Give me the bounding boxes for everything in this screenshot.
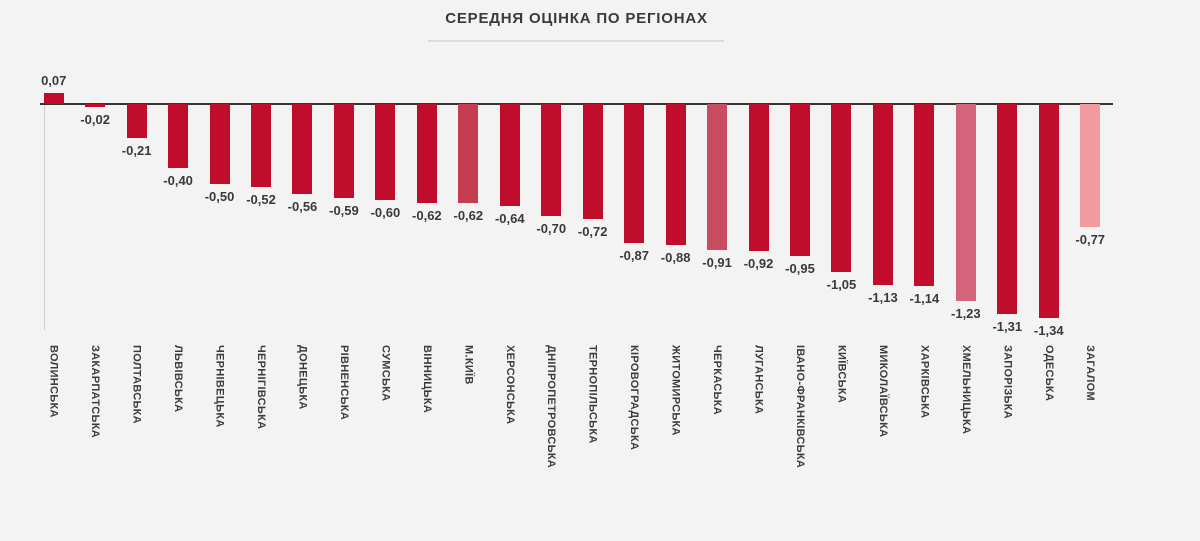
bar-value-label: -0,21 xyxy=(121,143,152,158)
bar xyxy=(43,93,64,104)
category-label: ХАРКІВСЬКА xyxy=(918,345,931,419)
bar xyxy=(665,104,686,245)
category-label: ХЕРСОНСЬКА xyxy=(503,345,516,425)
bar xyxy=(1038,104,1059,318)
bar-value-label: -0,88 xyxy=(660,250,691,265)
bar-value-label: -1,13 xyxy=(868,290,898,305)
category-label: ВІННИЦЬКА xyxy=(420,345,433,414)
bar xyxy=(707,104,728,250)
category-label: СУМСЬКА xyxy=(379,345,392,402)
bar xyxy=(251,104,272,187)
bar xyxy=(541,104,562,216)
bar xyxy=(624,104,645,243)
bar xyxy=(582,104,603,219)
chart-title: СЕРЕДНЯ ОЦІНКА ПО РЕГІОНАХ xyxy=(445,10,708,27)
bar xyxy=(333,104,354,198)
bar-value-label: -0,72 xyxy=(577,224,608,239)
bar xyxy=(1080,104,1101,227)
bar-value-label: -0,62 xyxy=(412,208,442,223)
category-label: ДНІПРОПЕТРОВСЬКА xyxy=(545,345,558,469)
bar xyxy=(168,104,189,168)
bar-value-label: -1,05 xyxy=(826,277,857,292)
bar xyxy=(85,104,106,107)
bar xyxy=(126,104,147,138)
bar xyxy=(831,104,852,272)
bar xyxy=(748,104,769,251)
bar xyxy=(789,104,810,256)
bar-value-label: -0,70 xyxy=(536,221,567,236)
bar-value-label: -1,31 xyxy=(992,319,1023,334)
bar-value-label: -1,14 xyxy=(909,291,940,306)
category-label: ЖИТОМИРСЬКА xyxy=(669,345,682,436)
bar xyxy=(997,104,1018,314)
category-label: ДОНЕЦЬКА xyxy=(296,345,309,410)
bar-value-label: -0,87 xyxy=(619,248,649,263)
bar-value-label: -0,64 xyxy=(494,211,525,226)
category-label: ІВАНО-ФРАНКІВСЬКА xyxy=(793,345,806,469)
bar-value-label: -1,34 xyxy=(1033,323,1064,338)
category-label: ВОЛИНСЬКА xyxy=(47,345,60,418)
category-label: ЛУГАНСЬКА xyxy=(752,345,765,415)
bar-value-label: 0,07 xyxy=(41,73,67,88)
category-label: ТЕРНОПІЛЬСЬКА xyxy=(586,345,599,444)
category-label: МИКОЛАЇВСЬКА xyxy=(876,345,889,438)
bar-value-label: -0,77 xyxy=(1075,232,1106,247)
bar-value-label: -0,40 xyxy=(163,173,193,188)
category-label: ОДЕСЬКА xyxy=(1042,345,1055,402)
category-label: ПОЛТАВСЬКА xyxy=(130,345,143,424)
bar-value-label: -0,95 xyxy=(785,261,815,276)
bar xyxy=(209,104,230,184)
category-label: ЧЕРНІВЕЦЬКА xyxy=(213,345,226,428)
category-label: ЗАГАЛОМ xyxy=(1084,345,1097,401)
bar-value-label: -0,52 xyxy=(246,192,276,207)
category-label: ЧЕРНІГІВСЬКА xyxy=(255,345,268,430)
bar-value-label: -0,60 xyxy=(370,205,401,220)
bar-value-label: -0,62 xyxy=(453,208,484,223)
bar xyxy=(872,104,893,285)
bar xyxy=(375,104,396,200)
title-underline xyxy=(428,40,724,42)
category-label: ЛЬВІВСЬКА xyxy=(172,345,185,413)
bar-value-label: -0,50 xyxy=(204,189,235,204)
category-label: РІВНЕНСЬКА xyxy=(337,345,350,421)
category-label: КИЇВСЬКА xyxy=(835,345,848,404)
category-label: ЗАКАРПАТСЬКА xyxy=(89,345,102,438)
bar xyxy=(458,104,479,203)
category-label: М.КИЇВ xyxy=(462,345,475,385)
bar xyxy=(914,104,935,286)
bar-value-label: -0,56 xyxy=(287,199,318,214)
bar-value-label: -0,59 xyxy=(329,203,359,218)
bar-value-label: -0,91 xyxy=(702,255,732,270)
bar xyxy=(416,104,437,203)
bar xyxy=(955,104,976,301)
category-label: ЧЕРКАСЬКА xyxy=(711,345,724,415)
category-label: ЗАПОРІЗЬКА xyxy=(1001,345,1014,420)
category-label: ХМЕЛЬНИЦЬКА xyxy=(959,345,972,435)
y-axis-line xyxy=(44,105,45,330)
bar-value-label: -1,23 xyxy=(951,306,981,321)
bar-value-label: -0,92 xyxy=(743,256,774,271)
bar-value-label: -0,02 xyxy=(80,112,110,127)
x-axis-zero-line xyxy=(40,103,1113,105)
bar xyxy=(292,104,313,194)
category-label: КІРОВОГРАДСЬКА xyxy=(628,345,641,451)
bar xyxy=(499,104,520,206)
